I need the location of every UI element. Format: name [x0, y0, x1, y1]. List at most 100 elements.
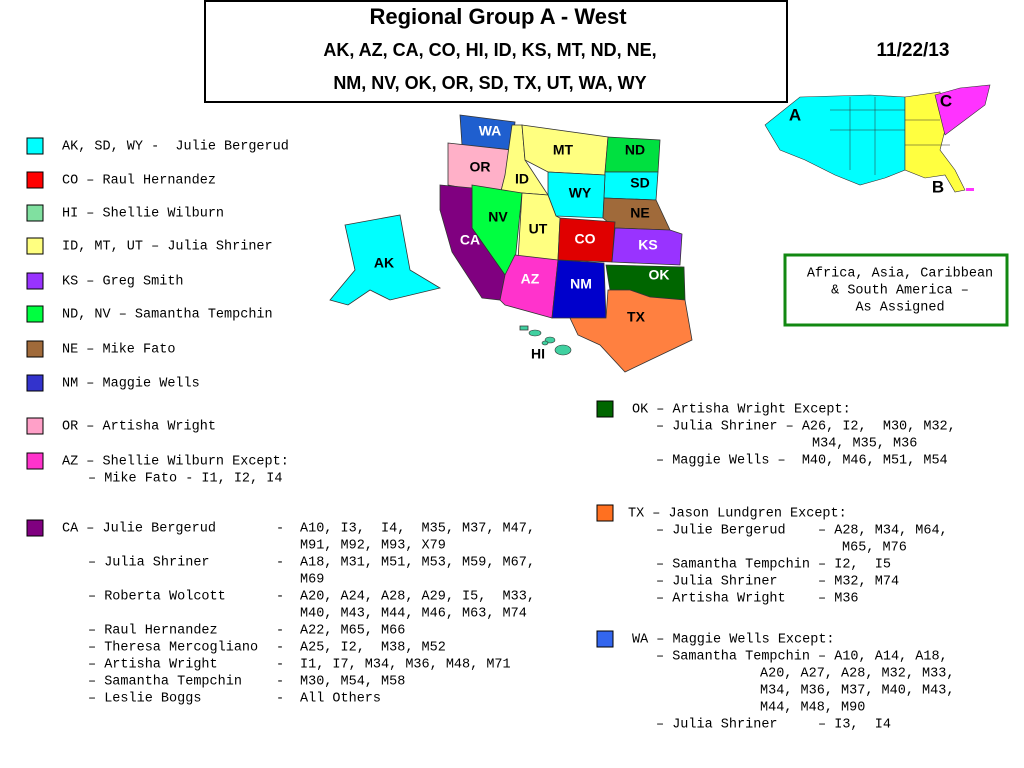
color-swatch [26, 137, 44, 155]
note-line: Africa, Asia, Caribbean [807, 267, 993, 282]
codes: A20, A24, A28, A29, I5, M33, [300, 590, 535, 605]
separator: - [276, 590, 284, 605]
assignee: – Raul Hernandez [88, 624, 218, 639]
state-label: SD [630, 175, 649, 191]
separator: - [276, 675, 284, 690]
exception-line: – Samantha Tempchin – A10, A14, A18, [656, 650, 948, 665]
state-label: AZ [521, 271, 540, 287]
color-swatch [26, 272, 44, 290]
legend-text: OR – Artisha Wright [62, 420, 216, 435]
inset-map [764, 84, 991, 193]
legend-text: AK, SD, WY - Julie Bergerud [62, 140, 289, 155]
legend-text: NM – Maggie Wells [62, 377, 200, 392]
state-shape [547, 171, 606, 219]
color-swatch [26, 374, 44, 392]
separator: - [276, 658, 284, 673]
exception-line: M44, M48, M90 [760, 701, 865, 716]
exception-line: – Julia Shriner – M32, M74 [656, 575, 899, 590]
exception-line: M34, M36, M37, M40, M43, [760, 684, 954, 699]
exception-line: – Julie Bergerud – A28, M34, M64, [656, 524, 948, 539]
inset-label: B [932, 177, 944, 196]
exception-line: A20, A27, A28, M32, M33, [760, 667, 954, 682]
state-label: KS [638, 237, 657, 253]
color-swatch [26, 204, 44, 222]
legend-text: ND, NV – Samantha Tempchin [62, 308, 273, 323]
state-label: CO [575, 231, 596, 247]
assignee: – Julia Shriner [88, 556, 210, 571]
state-shape [329, 214, 442, 306]
assignee: CA – Julie Bergerud [62, 522, 216, 537]
assignee: – Theresa Mercogliano [88, 641, 258, 656]
state-label: HI [531, 346, 545, 362]
state-label: MT [553, 142, 574, 158]
header-box [204, 0, 788, 103]
color-swatch [26, 305, 44, 323]
exception-head: TX – Jason Lundgren Except: [628, 507, 847, 522]
state-label: UT [529, 221, 548, 237]
inset-region [934, 84, 991, 136]
color-swatch [596, 630, 614, 648]
inset-label: C [940, 91, 952, 110]
exception-head: OK – Artisha Wright Except: [632, 403, 851, 418]
separator: - [276, 522, 284, 537]
state-label: NE [630, 205, 649, 221]
state-label: OK [649, 267, 670, 283]
state-shape [569, 289, 693, 373]
codes: All Others [300, 692, 381, 707]
note-line: As Assigned [855, 301, 944, 316]
codes: A10, I3, I4, M35, M37, M47, [300, 522, 535, 537]
state-label: ID [515, 171, 529, 187]
title: Regional Group A - West [369, 4, 627, 29]
codes: M91, M92, M93, X79 [300, 539, 446, 554]
state-label: AK [374, 255, 394, 271]
legend-text: CO – Raul Hernandez [62, 174, 216, 189]
state-label: WA [479, 123, 502, 139]
separator: - [276, 556, 284, 571]
codes: A18, M31, M51, M53, M59, M67, [300, 556, 535, 571]
separator: - [276, 624, 284, 639]
exception-line: – Maggie Wells – M40, M46, M51, M54 [656, 454, 948, 469]
codes: M69 [300, 573, 324, 588]
color-swatch [596, 504, 614, 522]
color-swatch [26, 452, 44, 470]
inset-region [764, 94, 906, 186]
assignee: – Leslie Boggs [88, 692, 201, 707]
state-label: ND [625, 142, 645, 158]
codes: M40, M43, M44, M46, M63, M74 [300, 607, 527, 622]
state-shape [611, 227, 683, 266]
note-box [783, 253, 1009, 327]
state-shape [554, 344, 572, 356]
legend-text: ID, MT, UT – Julia Shriner [62, 240, 273, 255]
state-shape [519, 325, 529, 331]
note-line: & South America – [831, 284, 969, 299]
codes: M30, M54, M58 [300, 675, 405, 690]
inset-borders [830, 97, 950, 175]
state-shape [528, 329, 542, 337]
assignee: – Samantha Tempchin [88, 675, 242, 690]
state-label: NV [488, 209, 508, 225]
state-label: OR [470, 159, 491, 175]
inset-label: A [789, 105, 801, 124]
exception-line: – Julia Shriner – I3, I4 [656, 718, 891, 733]
legend-text: – Mike Fato - I1, I2, I4 [88, 472, 282, 487]
exception-line: – Samantha Tempchin – I2, I5 [656, 558, 891, 573]
color-swatch [26, 171, 44, 189]
inset-mark [966, 188, 974, 191]
color-swatch [26, 340, 44, 358]
legend-text: NE – Mike Fato [62, 343, 175, 358]
separator: - [276, 692, 284, 707]
state-shape [541, 340, 549, 346]
state-label: TX [627, 309, 646, 325]
exception-line: M65, M76 [842, 541, 907, 556]
codes: I1, I7, M34, M36, M48, M71 [300, 658, 511, 673]
legend-text: HI – Shellie Wilburn [62, 207, 224, 222]
color-swatch [26, 237, 44, 255]
legend-text: KS – Greg Smith [62, 275, 184, 290]
states-line: NM, NV, OK, OR, SD, TX, UT, WA, WY [333, 73, 646, 93]
date: 11/22/13 [877, 40, 950, 61]
states-line: AK, AZ, CA, CO, HI, ID, KS, MT, ND, NE, [323, 40, 656, 60]
exception-line: – Artisha Wright – M36 [656, 592, 859, 607]
exception-line: M34, M35, M36 [812, 437, 917, 452]
exception-head: WA – Maggie Wells Except: [632, 633, 835, 648]
